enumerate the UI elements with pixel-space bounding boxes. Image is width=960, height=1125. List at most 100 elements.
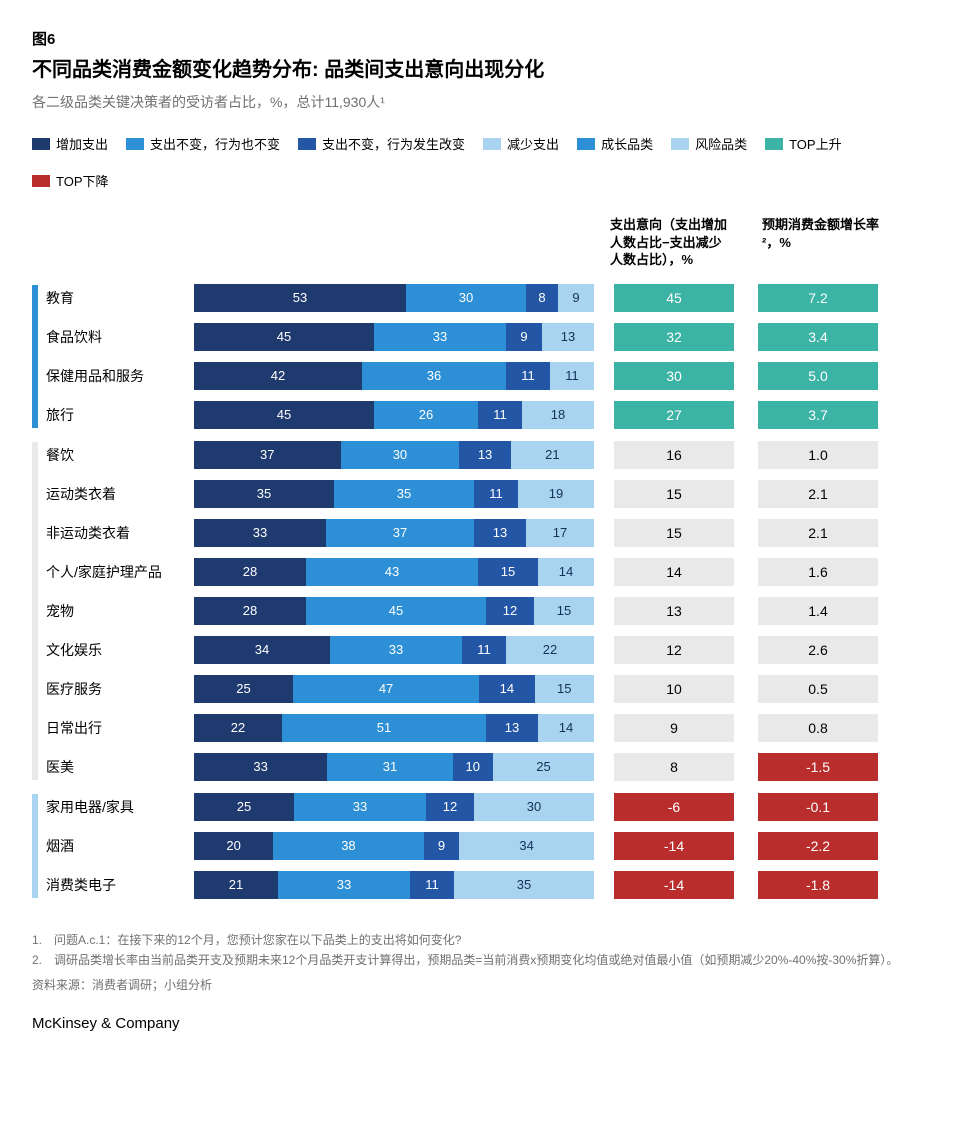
data-row: 烟酒2038934-14-2.2 xyxy=(46,829,928,863)
bar-segment: 33 xyxy=(330,636,462,664)
stacked-bar: 2038934 xyxy=(194,832,594,860)
bar-segment: 21 xyxy=(511,441,594,469)
footnote-num: 1. xyxy=(32,930,54,950)
bar-segment: 25 xyxy=(194,793,294,821)
data-row: 消费类电子21331135-14-1.8 xyxy=(46,868,928,902)
growth-cell: 3.7 xyxy=(758,401,878,429)
legend-label: 支出不变，行为也不变 xyxy=(150,134,280,153)
legend: 增加支出支出不变，行为也不变支出不变，行为发生改变减少支出成长品类风险品类TOP… xyxy=(32,134,928,190)
footnote-num: 2. xyxy=(32,950,54,970)
bar-segment: 38 xyxy=(273,832,423,860)
bar-segment: 11 xyxy=(410,871,454,899)
bar-segment: 33 xyxy=(374,323,506,351)
bar-segment: 13 xyxy=(542,323,594,351)
growth-cell: 7.2 xyxy=(758,284,878,312)
bar-segment: 45 xyxy=(194,401,374,429)
bar-segment: 22 xyxy=(506,636,594,664)
data-row: 旅行45261118273.7 xyxy=(46,398,928,432)
footnote-text: 问题A.c.1：在接下来的12个月，您预计您家在以下品类上的支出将如何变化? xyxy=(54,930,461,950)
bar-segment: 42 xyxy=(194,362,362,390)
stacked-bar: 28431514 xyxy=(194,558,594,586)
growth-cell: 2.1 xyxy=(758,519,878,547)
growth-cell: -1.5 xyxy=(758,753,878,781)
legend-label: 减少支出 xyxy=(507,134,559,153)
growth-cell: 0.5 xyxy=(758,675,878,703)
row-label: 文化娱乐 xyxy=(46,640,194,660)
bar-segment: 30 xyxy=(341,441,460,469)
row-label: 医疗服务 xyxy=(46,679,194,699)
stacked-bar: 21331135 xyxy=(194,871,594,899)
figure-number: 图6 xyxy=(32,28,928,49)
legend-item: 减少支出 xyxy=(483,134,559,153)
bar-segment: 26 xyxy=(374,401,478,429)
bar-segment: 11 xyxy=(506,362,550,390)
legend-label: 风险品类 xyxy=(695,134,747,153)
legend-swatch xyxy=(765,138,783,150)
bar-segment: 9 xyxy=(506,323,542,351)
intent-cell: -14 xyxy=(614,871,734,899)
legend-item: 成长品类 xyxy=(577,134,653,153)
chart-subtitle: 各二级品类关键决策者的受访者占比，%，总计11,930人¹ xyxy=(32,92,928,112)
growth-cell: 5.0 xyxy=(758,362,878,390)
bar-segment: 10 xyxy=(453,753,493,781)
data-row: 文化娱乐34331122122.6 xyxy=(46,633,928,667)
data-row: 家用电器/家具25331230-6-0.1 xyxy=(46,790,928,824)
group-side-bar xyxy=(32,442,38,780)
bar-segment: 14 xyxy=(538,558,594,586)
bar-segment: 15 xyxy=(478,558,538,586)
row-label: 宠物 xyxy=(46,601,194,621)
bar-segment: 34 xyxy=(194,636,330,664)
growth-cell: -1.8 xyxy=(758,871,878,899)
bar-segment: 9 xyxy=(558,284,594,312)
legend-item: TOP上升 xyxy=(765,134,842,153)
intent-cell: 30 xyxy=(614,362,734,390)
row-label: 医美 xyxy=(46,757,194,777)
stacked-bar: 42361111 xyxy=(194,362,594,390)
intent-cell: 15 xyxy=(614,480,734,508)
legend-item: 支出不变，行为也不变 xyxy=(126,134,280,153)
bar-segment: 30 xyxy=(406,284,526,312)
row-label: 个人/家庭护理产品 xyxy=(46,562,194,582)
bar-segment: 11 xyxy=(478,401,522,429)
legend-swatch xyxy=(298,138,316,150)
legend-label: 成长品类 xyxy=(601,134,653,153)
bar-segment: 22 xyxy=(194,714,282,742)
stacked-bar: 37301321 xyxy=(194,441,594,469)
intent-cell: 12 xyxy=(614,636,734,664)
intent-cell: 10 xyxy=(614,675,734,703)
growth-cell: 1.0 xyxy=(758,441,878,469)
intent-cell: 14 xyxy=(614,558,734,586)
legend-swatch xyxy=(671,138,689,150)
row-label: 烟酒 xyxy=(46,836,194,856)
stacked-bar: 33371317 xyxy=(194,519,594,547)
intent-cell: 15 xyxy=(614,519,734,547)
intent-cell: 13 xyxy=(614,597,734,625)
category-group: 餐饮37301321161.0运动类衣着35351119152.1非运动类衣着3… xyxy=(32,438,928,784)
bar-segment: 36 xyxy=(362,362,506,390)
growth-cell: 1.4 xyxy=(758,597,878,625)
stacked-bar: 533089 xyxy=(194,284,594,312)
bar-segment: 18 xyxy=(522,401,594,429)
header-growth: 预期消费金额增长率²，% xyxy=(758,216,886,269)
stacked-bar: 33311025 xyxy=(194,753,594,781)
category-group: 教育533089457.2食品饮料4533913323.4保健用品和服务4236… xyxy=(32,281,928,432)
bar-segment: 35 xyxy=(454,871,594,899)
row-label: 运动类衣着 xyxy=(46,484,194,504)
bar-segment: 15 xyxy=(535,675,594,703)
stacked-bar: 34331122 xyxy=(194,636,594,664)
data-row: 医疗服务25471415100.5 xyxy=(46,672,928,706)
bar-segment: 11 xyxy=(474,480,518,508)
growth-cell: -2.2 xyxy=(758,832,878,860)
legend-swatch xyxy=(483,138,501,150)
row-label: 保健用品和服务 xyxy=(46,366,194,386)
bar-segment: 31 xyxy=(327,753,452,781)
row-label: 日常出行 xyxy=(46,718,194,738)
row-label: 非运动类衣着 xyxy=(46,523,194,543)
bar-segment: 11 xyxy=(462,636,506,664)
bar-segment: 43 xyxy=(306,558,478,586)
bar-segment: 13 xyxy=(474,519,526,547)
data-row: 餐饮37301321161.0 xyxy=(46,438,928,472)
row-label: 家用电器/家具 xyxy=(46,797,194,817)
bar-segment: 30 xyxy=(474,793,594,821)
bar-segment: 33 xyxy=(194,753,327,781)
